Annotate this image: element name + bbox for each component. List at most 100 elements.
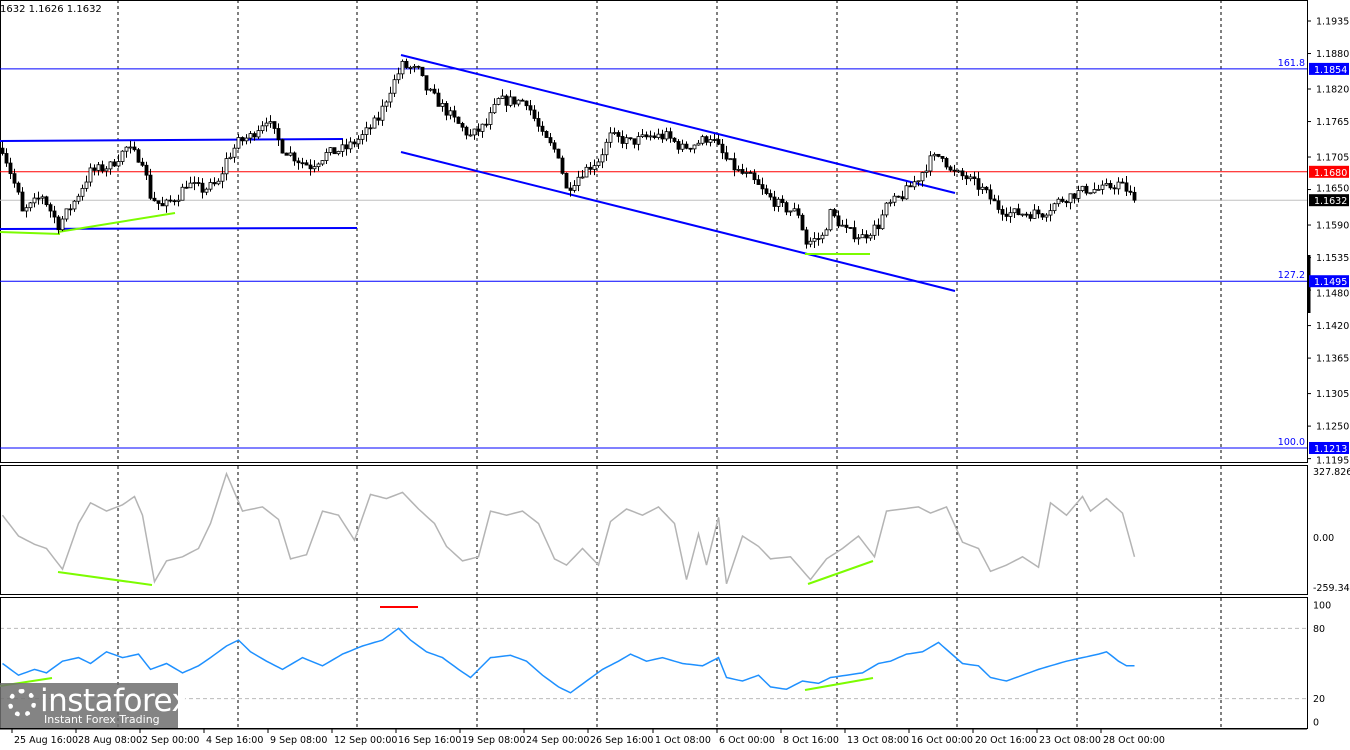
candle-body xyxy=(380,105,385,121)
candle-body xyxy=(780,198,785,204)
cci-divergence-line xyxy=(807,560,874,585)
candle-body xyxy=(608,132,613,143)
candle-body xyxy=(572,185,577,191)
candle-body xyxy=(4,153,9,164)
candle-body xyxy=(648,135,653,138)
candle-body xyxy=(632,138,637,145)
candle-body xyxy=(728,158,733,161)
candle-body xyxy=(404,60,409,68)
candle-body xyxy=(244,137,249,142)
candle-body xyxy=(612,132,617,134)
time-tick-label: 16 Sep 16:00 xyxy=(398,735,461,746)
candle-body xyxy=(292,152,297,162)
candle-body xyxy=(800,214,805,231)
candle-body xyxy=(628,137,633,140)
cci-tick-label: -259.342 xyxy=(1313,583,1350,594)
price-tick-label: 1.1195 xyxy=(1316,455,1349,466)
candle-body xyxy=(20,191,25,212)
candle-body xyxy=(996,200,1001,210)
candle-body xyxy=(516,99,521,105)
candle-body xyxy=(388,92,393,103)
time-tick-label: 26 Sep 16:00 xyxy=(590,735,653,746)
candle-body xyxy=(532,109,537,119)
candle-body xyxy=(664,131,669,140)
candle-body xyxy=(696,142,701,146)
candle-body xyxy=(416,65,421,68)
price-level-value: 1.1854 xyxy=(1314,65,1347,76)
candle-body xyxy=(156,200,161,204)
candle-body xyxy=(52,210,57,218)
candle-body xyxy=(1104,183,1109,186)
candle-body xyxy=(936,153,941,157)
candle-body xyxy=(76,195,81,202)
time-tick-label: 28 Aug 08:00 xyxy=(78,735,142,746)
candle-body xyxy=(556,148,561,159)
candle-body xyxy=(772,196,777,207)
cci-panel-frame xyxy=(0,465,1308,595)
candle-body xyxy=(1060,198,1065,202)
price-level-tag xyxy=(1309,275,1349,288)
candle-body xyxy=(764,188,769,194)
candle-body xyxy=(368,127,373,130)
candle-body xyxy=(1064,201,1069,204)
candle-body xyxy=(288,152,293,156)
candle-body xyxy=(1076,190,1081,199)
candle-body xyxy=(1116,181,1121,190)
candle-body xyxy=(84,181,89,189)
candle-body xyxy=(644,134,649,138)
candle-body xyxy=(160,203,165,207)
candle-body xyxy=(1080,185,1085,191)
candle-body xyxy=(192,182,197,184)
candle-body xyxy=(8,162,13,175)
candle-body xyxy=(912,181,917,188)
candle-body xyxy=(364,127,369,135)
candle-body xyxy=(12,173,17,184)
rsi-line xyxy=(2,627,1135,694)
price-tick-label: 1.1650 xyxy=(1316,184,1349,195)
candle-body xyxy=(724,152,729,160)
candle-body xyxy=(1032,209,1037,219)
candle-body xyxy=(992,198,997,202)
candle-body xyxy=(36,197,41,200)
candle-body xyxy=(776,198,781,207)
candle-body xyxy=(816,238,821,240)
panel-frames xyxy=(0,0,1308,729)
price-tick-label: 1.1250 xyxy=(1316,422,1349,433)
candle-body xyxy=(396,73,401,81)
candle-body xyxy=(48,204,53,212)
candle-body xyxy=(236,137,241,149)
candle-body xyxy=(888,201,893,204)
candle-body xyxy=(620,136,625,144)
candle-body xyxy=(560,157,565,174)
candle-body xyxy=(700,136,705,144)
candle-body xyxy=(100,164,105,172)
candle-body xyxy=(512,96,517,105)
candle-body xyxy=(60,218,65,231)
candle-body xyxy=(824,229,829,236)
time-tick-label: 28 Oct 00:00 xyxy=(1103,735,1165,746)
candle-body xyxy=(976,178,981,190)
candle-body xyxy=(616,132,621,137)
candle-body xyxy=(1132,191,1137,201)
candle-body xyxy=(248,133,253,139)
candle-body xyxy=(1088,192,1093,195)
candle-body xyxy=(376,117,381,121)
channel-lower-line xyxy=(400,151,956,292)
price-tick-label: 1.1365 xyxy=(1316,354,1349,365)
candle-body xyxy=(1096,188,1101,191)
candle-body xyxy=(812,238,817,242)
candle-body xyxy=(1012,208,1017,214)
candle-body xyxy=(420,66,425,77)
candle-body xyxy=(544,131,549,138)
candle-body xyxy=(948,166,953,171)
candle-body xyxy=(272,121,277,129)
candle-body xyxy=(492,103,497,114)
candle-body xyxy=(448,110,453,116)
candle-body xyxy=(56,216,61,231)
fibo-level-label: 100.0 xyxy=(1278,437,1305,448)
axes: 1.1935 1.1880 1.1820 1.1765 1.1705 1.1650 1.15… xyxy=(0,17,1350,746)
candle-body xyxy=(552,142,557,150)
candle-body xyxy=(188,182,193,189)
candle-body xyxy=(704,136,709,143)
candle-body xyxy=(80,187,85,197)
